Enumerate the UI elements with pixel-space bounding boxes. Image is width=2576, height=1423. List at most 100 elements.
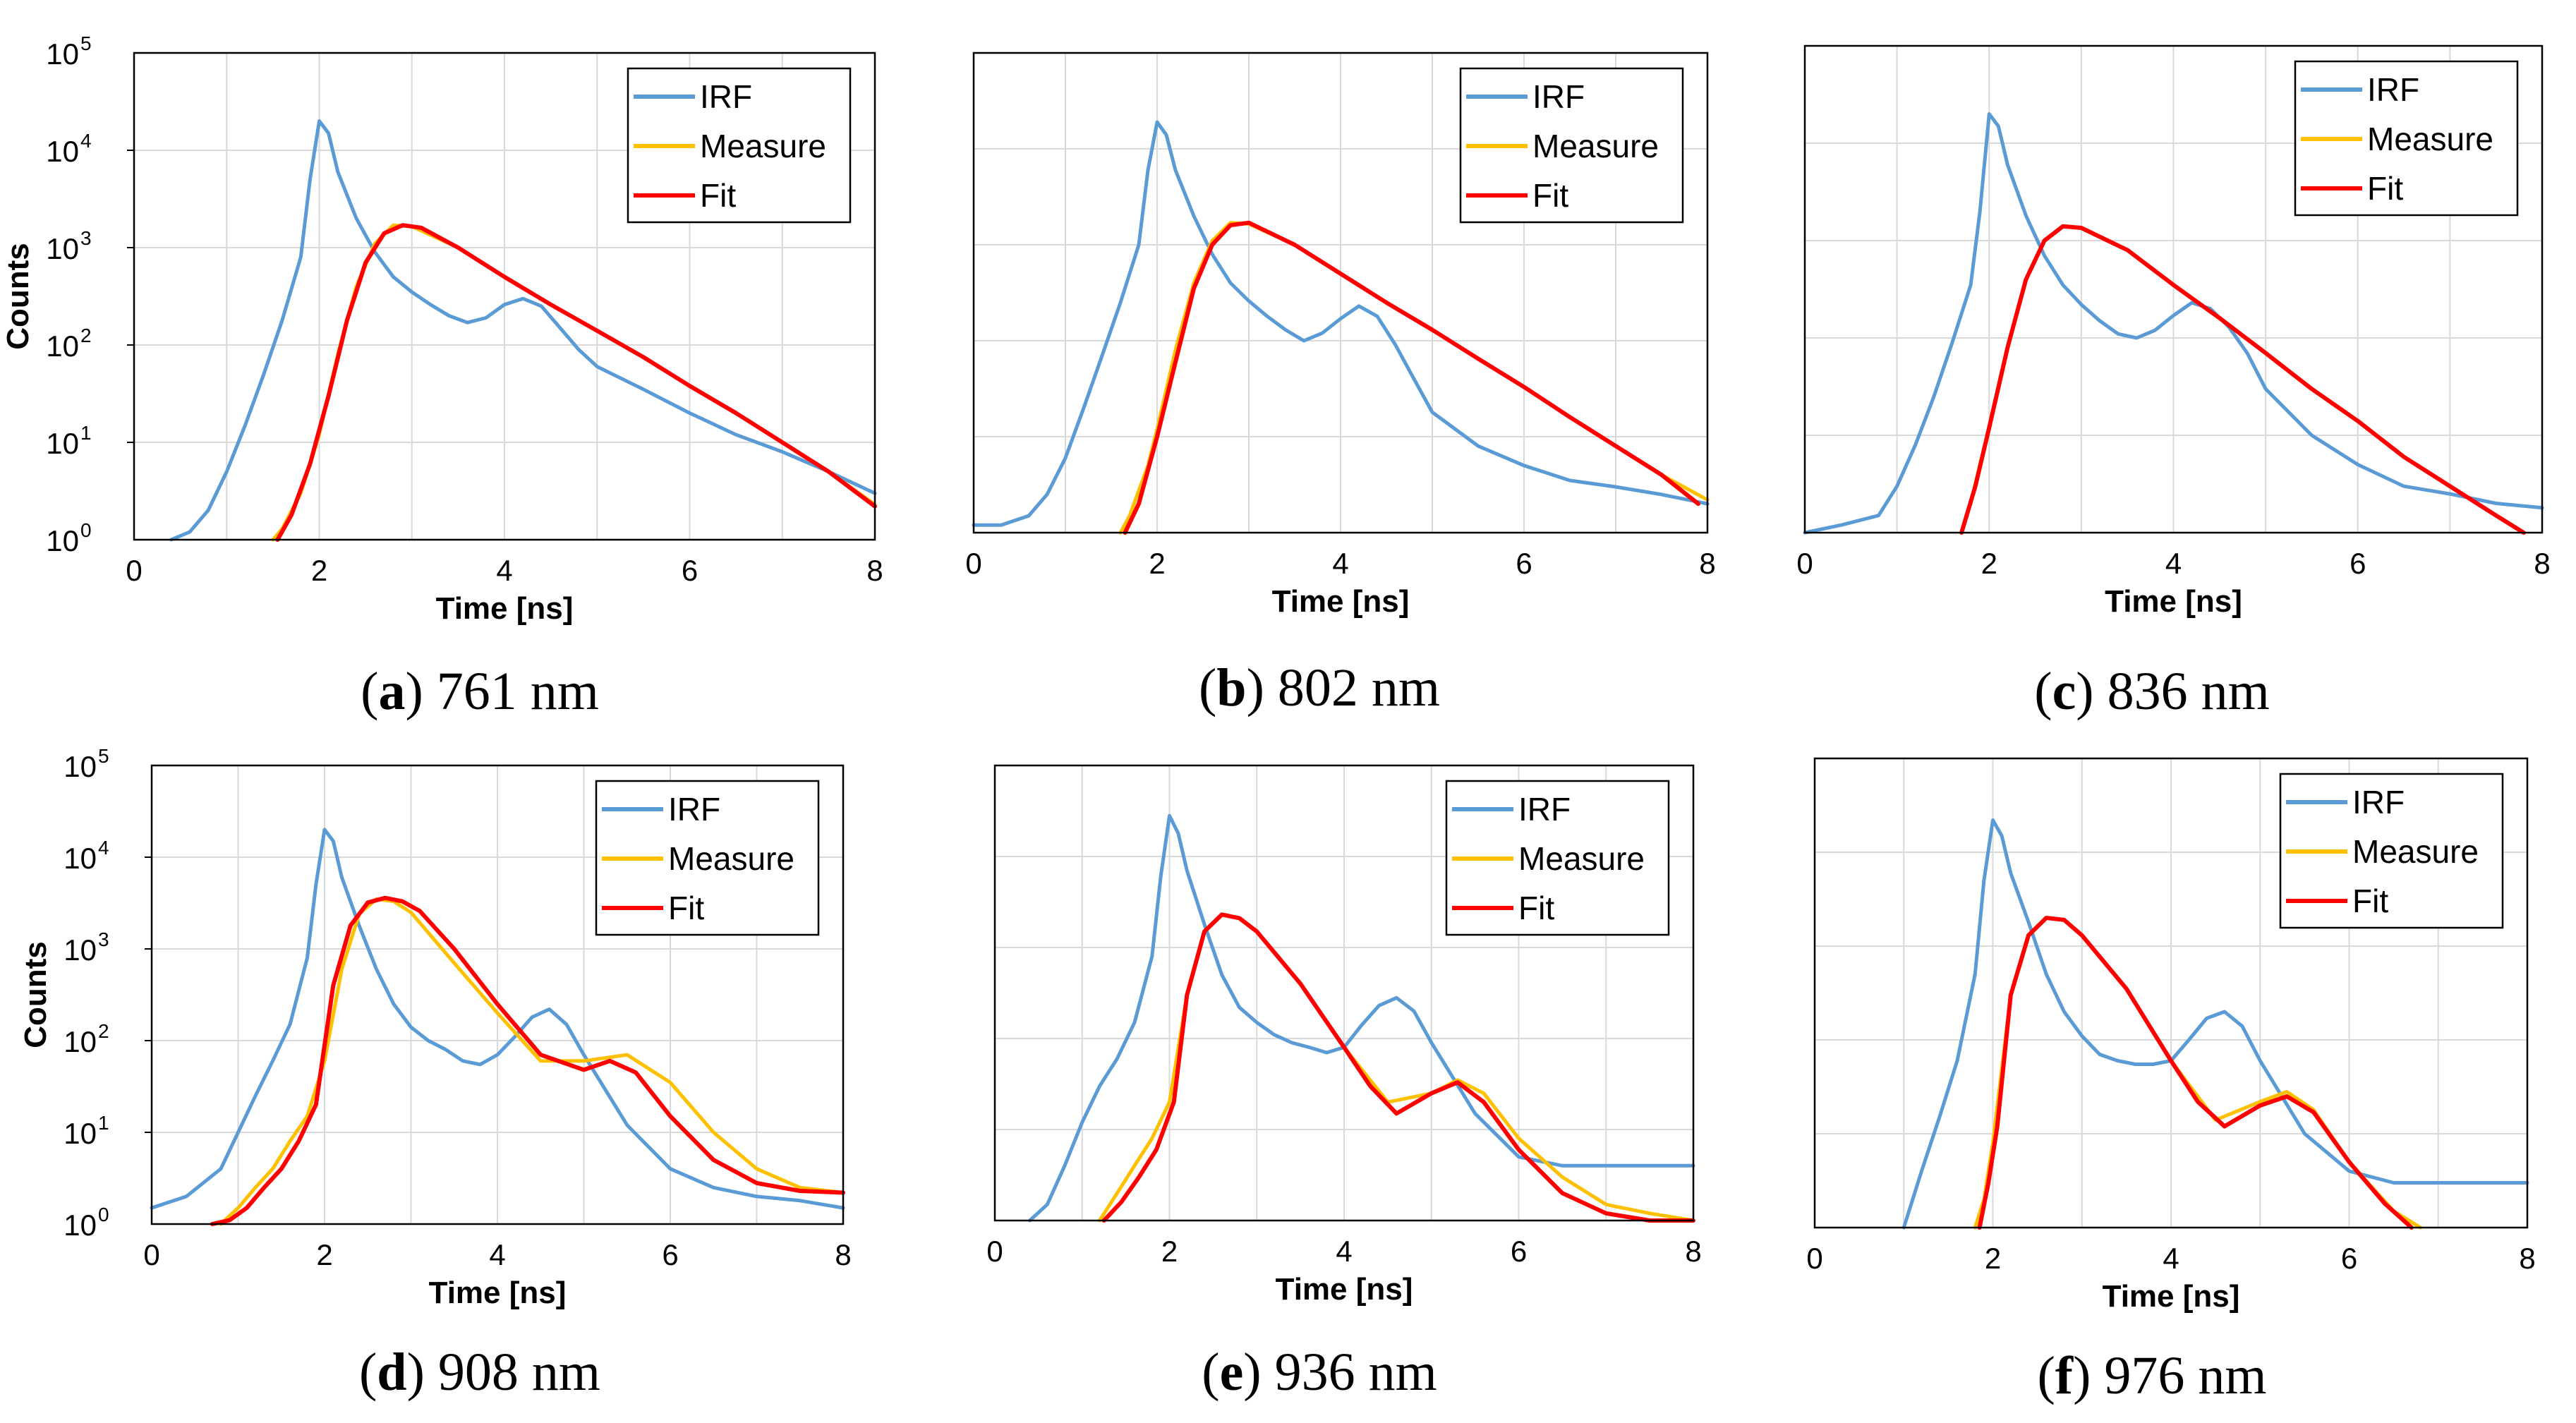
y-tick-exponent: 1 — [80, 422, 92, 444]
series-line-measure — [219, 897, 845, 1226]
caption-wavelength: 802 nm — [1264, 658, 1440, 717]
y-tick-exponent: 5 — [80, 32, 92, 54]
y-tick-base: 10 — [64, 842, 97, 875]
x-axis-label: Time [ns] — [2105, 584, 2242, 619]
x-tick-label: 4 — [2163, 1242, 2179, 1275]
y-tick-label: 10 — [64, 1117, 97, 1150]
series-line-fit — [1959, 224, 2526, 535]
caption-letter: e — [1220, 1343, 1244, 1402]
panel-caption: (b) 802 nm — [1199, 658, 1440, 717]
legend-label-fit: Fit — [668, 890, 704, 926]
caption-close-paren: ) — [405, 662, 423, 721]
y-tick-base: 10 — [64, 750, 97, 783]
series-line-fit — [1123, 220, 1700, 535]
legend: IRF Measure Fit — [1459, 67, 1684, 224]
y-tick-label: 10 — [46, 329, 79, 363]
x-tick-label: 6 — [1516, 547, 1532, 580]
x-tick-label: 6 — [682, 554, 698, 587]
x-axis-label: Time [ns] — [436, 591, 574, 626]
caption-open-paren: ( — [359, 1343, 377, 1402]
x-tick-label: 2 — [1981, 547, 1997, 580]
x-axis-label: Time [ns] — [2103, 1279, 2240, 1314]
x-tick-label: 2 — [311, 554, 327, 587]
panel-caption: (d) 908 nm — [359, 1343, 600, 1402]
legend-label-irf: IRF — [1518, 791, 1571, 828]
legend-label-fit: Fit — [2367, 170, 2403, 207]
y-tick-exponent: 3 — [98, 928, 109, 950]
caption-wavelength: 976 nm — [2091, 1346, 2266, 1405]
caption-wavelength: 761 nm — [423, 662, 599, 721]
y-tick-label: 10 — [46, 427, 79, 460]
x-tick-label: 0 — [965, 547, 981, 580]
x-tick-label: 0 — [1806, 1242, 1822, 1275]
x-tick-label: 8 — [2519, 1242, 2535, 1275]
legend: IRF Measure Fit — [627, 67, 852, 224]
legend-label-measure: Measure — [700, 128, 826, 164]
x-tick-label: 6 — [1511, 1235, 1527, 1268]
y-tick-base: 10 — [46, 427, 79, 460]
caption-wavelength: 936 nm — [1262, 1343, 1437, 1402]
y-tick-base: 10 — [46, 135, 79, 168]
caption-open-paren: ( — [1202, 1343, 1219, 1402]
legend-label-irf: IRF — [2367, 71, 2419, 108]
x-tick-label: 0 — [1796, 547, 1813, 580]
caption-wavelength: 908 nm — [425, 1343, 600, 1402]
y-tick-label: 10 — [64, 842, 97, 875]
caption-close-paren: ) — [1247, 658, 1264, 717]
y-tick-exponent: 2 — [80, 325, 92, 346]
legend-label-irf: IRF — [700, 78, 752, 115]
panel-caption: (f) 976 nm — [2037, 1346, 2266, 1405]
x-tick-label: 6 — [2341, 1242, 2357, 1275]
y-tick-label: 10 — [46, 135, 79, 168]
y-tick-label: 10 — [46, 37, 79, 71]
series-line-irf — [972, 120, 1710, 527]
panel-caption: (e) 936 nm — [1202, 1343, 1437, 1402]
legend-label-irf: IRF — [668, 791, 720, 828]
legend-label-irf: IRF — [1532, 78, 1585, 115]
caption-letter: d — [377, 1343, 406, 1402]
y-tick-exponent: 3 — [80, 227, 92, 249]
caption-open-paren: ( — [361, 662, 378, 721]
y-tick-label: 10 — [64, 1025, 97, 1058]
caption-letter: f — [2055, 1346, 2074, 1405]
x-tick-label: 0 — [126, 554, 142, 587]
legend-label-measure: Measure — [1532, 128, 1659, 164]
caption-open-paren: ( — [2037, 1346, 2055, 1405]
legend-label-fit: Fit — [1518, 890, 1554, 926]
caption-close-paren: ) — [407, 1343, 425, 1402]
y-tick-base: 10 — [64, 1025, 97, 1058]
x-tick-label: 6 — [662, 1238, 678, 1271]
legend-label-fit: Fit — [1532, 177, 1568, 214]
series-line-irf — [1901, 818, 2529, 1230]
y-axis-label: Counts — [18, 941, 53, 1048]
panel-caption: (a) 761 nm — [361, 662, 599, 721]
x-tick-label: 8 — [835, 1238, 851, 1271]
panel-e: 0 2 4 6 8 Time [ns] IRF Measure Fit (e) 936 nm — [986, 764, 1702, 1402]
y-tick-exponent: 2 — [98, 1020, 109, 1042]
x-tick-label: 8 — [1699, 547, 1715, 580]
plot-frame — [150, 764, 845, 1225]
y-tick-label: 10 — [46, 232, 79, 265]
y-tick-label: 10 — [64, 1209, 97, 1242]
y-tick-base: 10 — [46, 329, 79, 363]
caption-letter: a — [378, 662, 405, 721]
series-line-irf — [1803, 112, 2544, 535]
x-tick-label: 2 — [316, 1238, 332, 1271]
legend-label-fit: Fit — [700, 177, 736, 214]
series-line-fit — [210, 895, 845, 1226]
x-tick-label: 4 — [489, 1238, 505, 1271]
series-line-fit — [275, 223, 877, 542]
caption-close-paren: ) — [1243, 1343, 1261, 1402]
legend-label-measure: Measure — [668, 840, 794, 877]
caption-letter: b — [1216, 658, 1246, 717]
y-tick-label: 10 — [64, 933, 97, 967]
y-tick-exponent: 5 — [98, 745, 109, 767]
legend-label-measure: Measure — [2352, 833, 2479, 870]
series-line-fit — [1101, 912, 1695, 1223]
plot-frame — [972, 52, 1709, 534]
y-axis-label: Counts — [1, 243, 35, 350]
y-tick-exponent: 0 — [98, 1204, 109, 1225]
